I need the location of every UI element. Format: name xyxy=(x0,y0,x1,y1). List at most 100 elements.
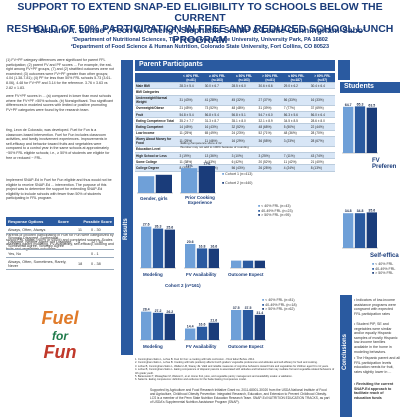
table-cell: 56.8 ± 5.1 xyxy=(230,111,258,119)
chart-bar xyxy=(152,228,164,268)
table-row: Low Income 11 (25%) 65 (49%) 24 (23%) 52 (71… xyxy=(135,130,335,137)
table-cell: 16 (29%) xyxy=(230,136,258,147)
reference-item: 3. Lohse B, Cunningham-Sabo L, Walters L… xyxy=(135,364,329,368)
table-cell: 45 (32%) xyxy=(230,95,258,106)
table-cell xyxy=(309,146,335,154)
table-cell: 14 (45%) xyxy=(178,123,204,131)
table-cell: 34.5 ± 8.5 xyxy=(282,117,310,125)
table-row: Always, Often, Sometimes, Rarely, Never … xyxy=(6,257,114,270)
table-cell: 31 (43%) xyxy=(178,95,204,106)
chart-data-label: 28.4 xyxy=(143,308,150,312)
chart-data-label: 20.6 xyxy=(187,240,194,244)
response-options-title: Response Options xyxy=(8,219,44,224)
reference-item: 2. Cunningham-Sabo L, Lohse B. Cooking w… xyxy=(135,361,318,365)
conclusion-4: • Revisiting the current SNAP-Ed approac… xyxy=(354,382,394,400)
response-score: 4 xyxy=(76,233,89,250)
chart-bar xyxy=(343,213,354,248)
parent-participants-table: < 40% FRL (n=81) ≥ 40% FRL (n=163) ≤ 50%… xyxy=(135,73,335,172)
poster-header: SUPPORT TO EXTEND SNAP-ED ELIGIBILITY TO… xyxy=(0,0,400,58)
chart-bar xyxy=(198,166,215,193)
outcome-expect-label-1: Outcome Expect xyxy=(228,272,264,277)
footnote-1: ¹Eating competence score ≥ 32 xyxy=(180,141,222,145)
table-cell: 5 (50%) xyxy=(282,123,310,131)
table-cell: 28.3 ± 5.4 xyxy=(178,82,204,90)
table-row: Eating Competence Total 35.2 ± 7.7 31.3 ± … xyxy=(135,117,335,125)
row-label: High School or Less xyxy=(135,152,179,160)
table-cell: 56 (43%) xyxy=(230,164,258,172)
table-row: Eating Competent 14 (45%) 16 (43%) 32 (52%)… xyxy=(135,123,335,131)
right-side-bar-top xyxy=(338,60,350,80)
section-title: Parent Participants xyxy=(139,61,203,68)
table-cell: 27 (37%) xyxy=(257,95,283,106)
conclusions-label: Conclusions xyxy=(342,333,348,370)
table-cell: 35.2 ± 7.7 xyxy=(178,117,204,125)
chart-data-label: 34.8 xyxy=(357,209,364,213)
chart-data-label: 63.5 xyxy=(368,104,375,108)
table-row: High School or Less 3 (19%) 13 (36%) 3 (10%… xyxy=(135,152,335,160)
table-cell: 35.1 ± 8.0 xyxy=(230,117,258,125)
table-row: Education Level xyxy=(135,146,335,154)
response-possible: 0 - 38 xyxy=(89,257,114,270)
table-cell: 16 (33%) xyxy=(309,95,335,106)
parent-table-body: Male BMI 28.3 ± 5.4 30.0 ± 6.7 28.5 ± 6.0 30… xyxy=(135,82,335,172)
legend-item: ■ > 50% FRL (n=95) xyxy=(258,213,291,218)
chart-bar xyxy=(354,106,366,153)
chart-data-label: 34.8 xyxy=(345,209,352,213)
chart-bar xyxy=(181,168,198,193)
table-row: BMI Categories xyxy=(135,88,335,96)
row-label: Eating Competence Total xyxy=(135,117,179,125)
chart-bar xyxy=(196,248,208,268)
references: 1. Cunningham-Sabo L, Lohse B. Fuel for … xyxy=(135,358,335,382)
table-cell: 65 (49%) xyxy=(203,130,231,137)
poster-title: SUPPORT TO EXTEND SNAP-ED ELIGIBILITY TO… xyxy=(0,2,400,46)
table-header-row: < 40% FRL (n=81) ≥ 40% FRL (n=163) ≤ 50%… xyxy=(135,73,335,84)
table-cell: 4 (24%) xyxy=(282,164,310,172)
conclusion-3: • The Hispanic parent and all FRL partic… xyxy=(354,356,400,374)
table-cell: 6 (42%) xyxy=(230,158,258,166)
response-options-table: Always, Often, Always 11 0 - 30 Strongly… xyxy=(6,226,114,270)
response-options-header: Response Options Score Possible Score xyxy=(6,217,114,226)
table-cell: 48 (48%) xyxy=(230,105,258,112)
objective-text: Implement SNAP-Ed in Fuel for Fun eligib… xyxy=(6,178,112,201)
table-cell: 13 (36%) xyxy=(203,152,231,160)
chart-bar xyxy=(138,176,155,193)
table-cell: 32 (52%) xyxy=(230,123,258,131)
affiliation-1: ¹Department of Nutritional Sciences, The… xyxy=(72,37,328,43)
chart-bar xyxy=(242,260,254,268)
students-header: Students xyxy=(340,82,400,93)
parent-participants-header: Parent Participants xyxy=(135,60,335,71)
gender-chart-title: Gender, girls xyxy=(140,196,168,201)
table-cell: 31 (39%) xyxy=(257,105,283,112)
table-cell xyxy=(282,88,310,96)
fv-availability-chart-cohort2: 14.4 16.6 21.6 xyxy=(184,319,220,341)
logo-text-fun: Fun xyxy=(44,342,77,362)
table-row: Always, Often, Always 11 0 - 30 xyxy=(6,226,114,234)
background-text: ting, Leon de Colorado, was developed. F… xyxy=(6,128,110,160)
chart-bar xyxy=(155,174,172,193)
conclusion-1: • Indicators of low-income assistance pr… xyxy=(354,298,396,316)
response-option: Always, Often, Sometimes, Rarely, Never xyxy=(6,257,76,270)
chart-data-label: 16.8 xyxy=(199,244,206,248)
affiliation-2: ²Department of Food Science & Human Nutr… xyxy=(70,44,330,50)
legend-cohort-1: ■ Cohort 1 (n=413) xyxy=(222,172,253,176)
response-possible-header: Possible Score xyxy=(83,219,112,224)
response-score xyxy=(76,249,89,258)
table-cell: 30.0 ± 6.7 xyxy=(203,82,231,90)
outcome-expect-chart-cohort2: 37.5 37.5 31.4 xyxy=(230,306,266,341)
modeling-chart-cohort1: 27.6 26.3 25.6 xyxy=(140,223,176,269)
prior-cooking-chart: 71% 77% xyxy=(180,162,216,194)
chart-bar xyxy=(354,213,366,248)
logo-text-fuel: Fuel xyxy=(41,308,79,328)
table-cell: 22 (44%) xyxy=(309,123,335,131)
response-possible: 0 - 1 xyxy=(89,249,114,258)
column-header: ≤ 60% FRL (n=187) xyxy=(282,73,310,84)
fv-preference-chart: 64.7 65.3 63.5 xyxy=(342,102,378,154)
chart-bar xyxy=(185,328,196,340)
table-cell: 28 (67%) xyxy=(309,136,335,147)
chart-bar xyxy=(242,310,254,340)
chart-data-label: 16.6 xyxy=(210,245,217,249)
row-label: Low Income xyxy=(135,130,179,137)
table-cell: 56.3 ± 5.6 xyxy=(282,111,310,119)
table-cell: 8 (13%) xyxy=(309,164,335,172)
chart-bar xyxy=(366,107,377,153)
